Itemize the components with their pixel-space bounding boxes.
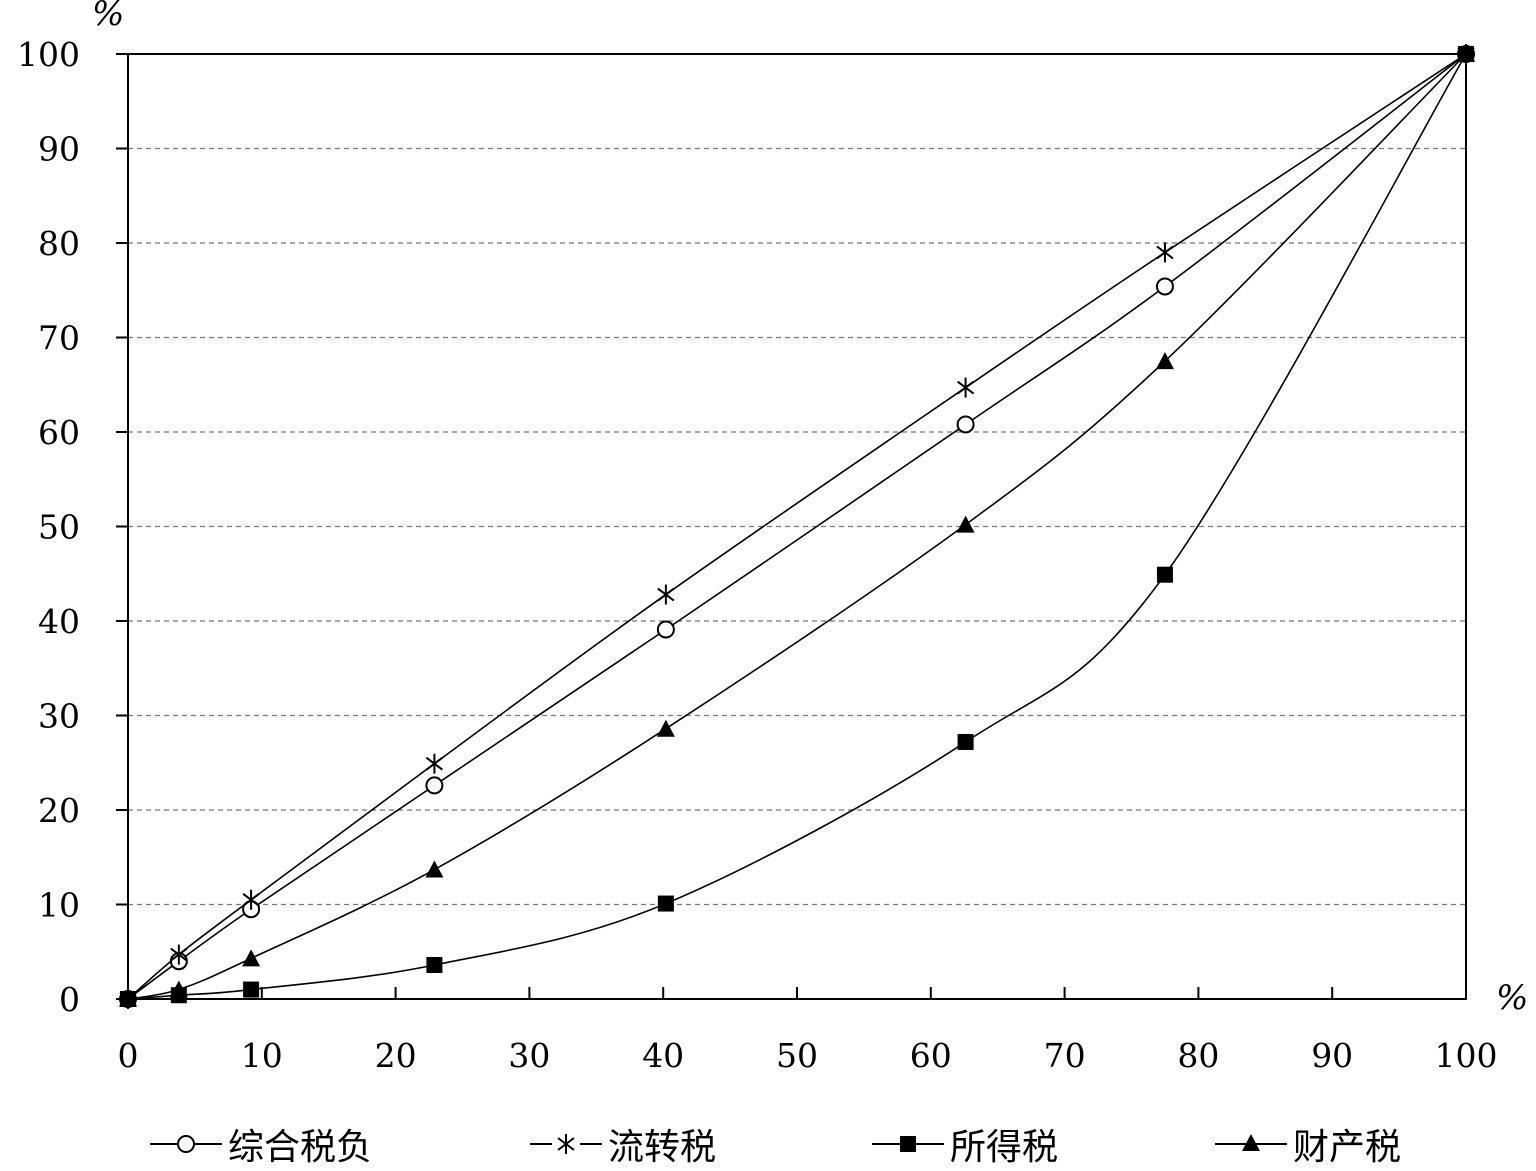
legend-item-property: 财产税 xyxy=(1215,1118,1401,1170)
legend-label: 财产税 xyxy=(1293,1127,1402,1168)
data-point xyxy=(656,620,675,639)
data-point xyxy=(170,944,188,965)
series-markers xyxy=(119,44,1475,1009)
y-tick-label: 80 xyxy=(38,224,80,263)
y-tick-label: 20 xyxy=(38,791,80,830)
x-axis-unit: % xyxy=(1496,978,1529,1018)
lorenz-chart: 0 10 20 30 40 50 60 70 80 90 100 0 10 20 30 40 50 60 70 80 9… xyxy=(17,35,1498,1075)
data-point xyxy=(657,584,675,605)
y-tick-label: 100 xyxy=(17,35,80,74)
x-tick-label: 70 xyxy=(1044,1036,1086,1075)
data-point xyxy=(657,895,674,912)
data-point xyxy=(425,776,444,795)
data-point xyxy=(1155,277,1174,296)
data-point xyxy=(656,719,675,737)
y-tick-label: 90 xyxy=(38,130,80,169)
data-point xyxy=(956,515,975,533)
y-tick-label: 40 xyxy=(38,602,80,641)
y-tick-label: 50 xyxy=(38,508,80,547)
data-point xyxy=(957,733,974,750)
data-point xyxy=(1457,45,1475,62)
open-circle-marker-icon xyxy=(150,1135,222,1153)
y-tick-label: 60 xyxy=(38,413,80,452)
data-point xyxy=(169,980,188,998)
legend-label: 综合税负 xyxy=(228,1127,373,1168)
data-point xyxy=(242,889,260,910)
x-tick-label: 80 xyxy=(1177,1036,1219,1075)
x-tick-label: 0 xyxy=(118,1036,139,1075)
x-tick-label: 30 xyxy=(508,1036,550,1075)
data-point xyxy=(956,377,975,398)
data-point xyxy=(956,415,975,434)
x-tick-label: 10 xyxy=(241,1036,283,1075)
legend-item-income: 所得税 xyxy=(872,1118,1058,1170)
gridlines xyxy=(128,147,1466,906)
data-point xyxy=(1155,352,1174,370)
data-point xyxy=(119,990,137,1007)
x-tick-label: 20 xyxy=(375,1036,417,1075)
x-tick-label: 90 xyxy=(1311,1036,1353,1075)
tick-labels: 0 10 20 30 40 50 60 70 80 90 100 0 10 20 30 40 50 60 70 80 9… xyxy=(17,35,1498,1075)
y-tick-label: 30 xyxy=(38,697,80,736)
legend: 综合税负 流转税 所得税 财产税 xyxy=(0,1118,1536,1170)
data-point xyxy=(426,956,443,973)
data-point xyxy=(1156,566,1173,583)
y-tick-label: 70 xyxy=(38,319,80,358)
series-line xyxy=(127,53,1467,1000)
data-point xyxy=(425,753,444,774)
data-point xyxy=(1156,242,1174,263)
filled-square-marker-icon xyxy=(872,1136,944,1152)
x-tick-label: 50 xyxy=(776,1036,818,1075)
x-tick-label: 100 xyxy=(1435,1036,1498,1075)
legend-item-composite: 综合税负 xyxy=(150,1118,372,1170)
x-tick-label: 40 xyxy=(642,1036,684,1075)
y-tick-label: 0 xyxy=(59,980,80,1019)
series-markers-group xyxy=(120,46,1474,1007)
y-axis-unit: % xyxy=(92,0,125,34)
asterisk-marker-icon xyxy=(530,1134,602,1154)
filled-triangle-marker-icon xyxy=(1215,1134,1287,1151)
legend-label: 所得税 xyxy=(950,1127,1059,1168)
legend-label: 流转税 xyxy=(608,1127,717,1168)
series-markers-group xyxy=(119,45,1475,1007)
y-tick-label: 10 xyxy=(38,886,80,925)
data-point xyxy=(425,860,444,878)
data-point xyxy=(242,949,261,967)
data-point xyxy=(243,981,260,998)
x-tick-label: 60 xyxy=(910,1036,952,1075)
legend-item-turnover: 流转税 xyxy=(530,1118,716,1170)
